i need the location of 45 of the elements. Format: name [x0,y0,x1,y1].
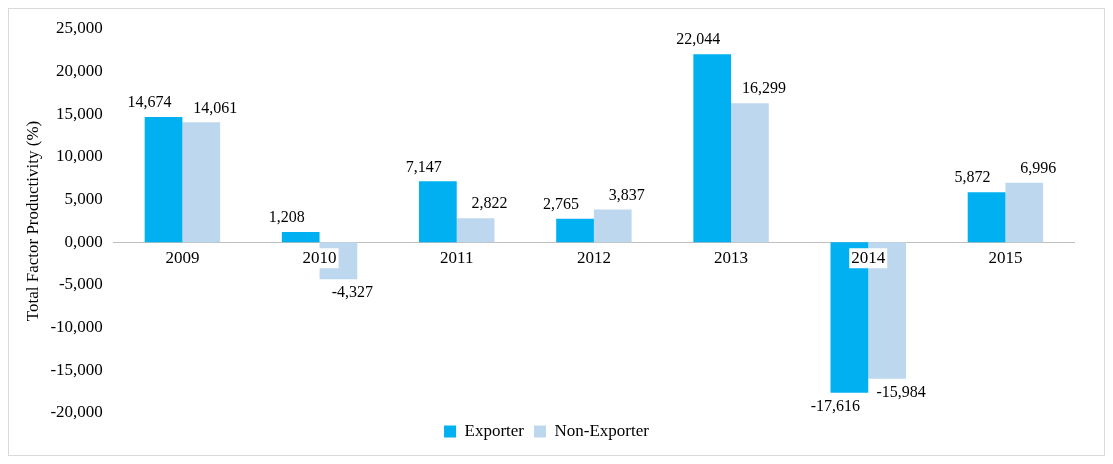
data-label: 5,872 [954,168,991,186]
y-tick-label: -5,000 [58,274,103,294]
y-tick-label: -10,000 [50,317,103,337]
x-tick-label: 2010 [302,248,337,268]
y-tick-label: -15,000 [50,359,103,379]
x-tick-label: 2014 [851,248,886,268]
bar [281,232,320,243]
bar [144,117,183,243]
data-label: 14,674 [127,93,172,111]
y-axis-title: Total Factor Productivity (%) [22,120,42,322]
data-label: -17,616 [810,396,861,414]
data-label: 16,299 [741,79,786,97]
x-tick-label: 2012 [576,248,611,268]
data-label: 6,996 [1020,158,1057,176]
y-tick-label: 20,000 [56,61,103,81]
data-label: 1,208 [268,208,305,226]
legend-label: Non-Exporter [554,420,650,440]
bar [693,54,732,243]
data-label: 2,765 [543,194,580,212]
data-label: -15,984 [876,382,926,400]
data-label: 2,822 [471,194,508,212]
data-label: 14,061 [193,98,238,116]
y-tick-label: 0,000 [64,231,103,251]
data-label: 3,837 [608,185,645,203]
bar [456,218,495,243]
bar [731,103,769,243]
x-tick-label: 2015 [988,248,1023,268]
bar [419,181,457,243]
legend-label: Exporter [464,420,525,440]
data-label: 22,044 [676,30,721,48]
y-tick-label: 15,000 [56,103,103,123]
bar [593,209,632,243]
bar [182,122,221,243]
bar [556,218,594,243]
data-label: -4,327 [331,283,374,301]
y-tick-label: 25,000 [56,18,103,38]
x-tick-label: 2011 [440,248,474,268]
x-tick-label: 2009 [165,248,200,268]
data-label: 7,147 [405,157,442,175]
y-tick-label: 10,000 [56,146,103,166]
y-tick-label: 5,000 [64,189,103,209]
bar [1005,182,1044,243]
y-tick-label: -20,000 [50,402,103,422]
x-tick-label: 2013 [714,248,749,268]
bar [967,192,1006,243]
